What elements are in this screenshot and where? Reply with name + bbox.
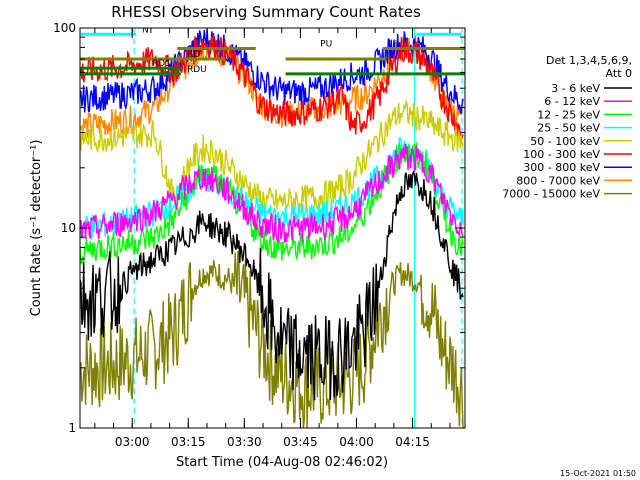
legend-entry-7: 800 - 7000 keV <box>516 174 600 187</box>
legend-entry-3: 25 - 50 keV <box>537 122 600 135</box>
flag-label-0: N <box>142 25 149 35</box>
legend-entry-4: 50 - 100 keV <box>530 135 600 148</box>
y-axis-label: Count Rate (s⁻¹ detector⁻¹) <box>29 140 44 317</box>
x-tick-label: 03:00 <box>115 435 150 449</box>
y-tick-label: 1 <box>68 421 76 435</box>
legend-entry-2: 12 - 25 keV <box>537 108 600 121</box>
series-line-2 <box>80 142 464 266</box>
flag-label-4: RD1 <box>152 59 171 69</box>
flag-label-2: RD <box>187 50 200 60</box>
x-tick-label: 04:00 <box>339 435 374 449</box>
x-tick-label: 04:15 <box>395 435 430 449</box>
legend-entry-6: 300 - 800 keV <box>523 161 600 174</box>
chart-title: RHESSI Observing Summary Count Rates <box>111 3 421 21</box>
footer-timestamp: 15-Oct-2021 01:50 <box>560 469 636 478</box>
legend-entry-5: 100 - 300 keV <box>523 148 600 161</box>
legend-header-0: Det 1,3,4,5,6,9, <box>546 54 632 67</box>
flag-label-1: PU <box>320 39 332 49</box>
legend-entry-0: 3 - 6 keV <box>551 82 600 95</box>
y-tick-label: 100 <box>53 21 76 35</box>
x-tick-label: 03:30 <box>227 435 262 449</box>
legend-header-1: Att 0 <box>606 67 632 80</box>
series-line-4 <box>80 100 464 213</box>
y-tick-label: 10 <box>61 221 76 235</box>
series-line-0 <box>80 170 464 401</box>
legend-entry-1: 6 - 12 keV <box>544 95 600 108</box>
series-line-1 <box>80 143 464 244</box>
legend-entry-8: 7000 - 15000 keV <box>502 188 600 201</box>
x-tick-label: 03:45 <box>283 435 318 449</box>
series-line-8 <box>80 251 464 428</box>
x-tick-label: 03:15 <box>171 435 206 449</box>
flag-label-3: RDU <box>187 65 207 75</box>
x-axis-label: Start Time (04-Aug-08 02:46:02) <box>176 455 388 470</box>
